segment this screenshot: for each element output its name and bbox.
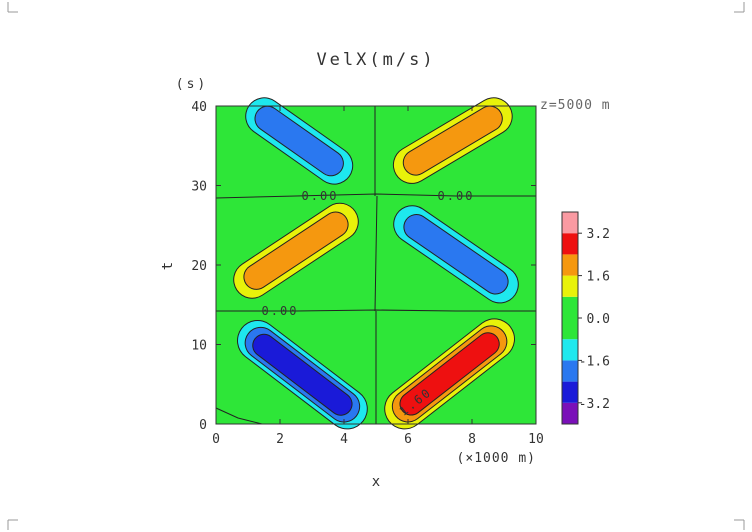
x-axis: 0 2 4 6 8 10 xyxy=(212,106,544,447)
colorbar-swatch xyxy=(562,296,578,318)
zero-contour-vertical xyxy=(374,106,378,424)
chart-title: VelX(m/s) xyxy=(316,50,435,70)
colorbar-tick-label: 1.6 xyxy=(587,270,610,285)
altitude-annotation: z=5000 m xyxy=(540,98,611,113)
contour-band-5 xyxy=(403,106,502,175)
contour-band-2 xyxy=(244,212,348,289)
y-tick-label: 30 xyxy=(191,180,207,195)
colorbar-tick-label: -3.2 xyxy=(579,397,610,412)
zero-contour-upper xyxy=(215,193,536,199)
contour-label: 0.00 xyxy=(438,189,475,203)
y-tick-label: 40 xyxy=(191,100,207,115)
contour-band-3 xyxy=(404,215,508,294)
colorbar-swatch xyxy=(562,212,578,234)
colorbar-tick-label: 3.2 xyxy=(587,227,610,242)
contour-band-0 xyxy=(253,334,352,415)
y-axis: 0 10 20 30 40 xyxy=(191,100,536,433)
plot-area: 0.00 0.000.001.60 xyxy=(215,97,537,430)
contour-band-1 xyxy=(400,333,499,415)
contour-label: 0.00 xyxy=(262,304,299,318)
zero-contour-lines xyxy=(215,106,536,425)
corner-mark-bottom-left xyxy=(7,519,18,530)
y-axis-label: t xyxy=(160,262,176,270)
y-tick-label: 20 xyxy=(191,259,207,274)
colorbar-swatch xyxy=(562,275,578,297)
x-axis-label: x xyxy=(372,474,380,490)
colorbar-swatch xyxy=(562,233,578,255)
colorbar-tick-label: 0.0 xyxy=(587,312,610,327)
corner-mark-top-left xyxy=(7,2,18,13)
x-tick-label: 0 xyxy=(212,432,220,447)
corner-mark-top-right xyxy=(734,2,745,13)
colorbar-swatch xyxy=(562,360,578,382)
colorbar-tick-label: -1.6 xyxy=(579,354,610,369)
y-tick-label: 0 xyxy=(199,418,207,433)
corner-marks xyxy=(7,2,745,530)
x-tick-label: 6 xyxy=(404,432,412,447)
x-unit-label: (×1000 m) xyxy=(457,451,536,466)
colorbar-swatch xyxy=(562,339,578,361)
contour-band-4 xyxy=(255,106,343,176)
colorbar-swatch xyxy=(562,318,578,340)
contour-label: 0.00 xyxy=(302,189,339,203)
contour-features xyxy=(233,97,519,430)
colorbar-swatch xyxy=(562,381,578,403)
zero-contour-middle xyxy=(216,309,536,312)
colorbar-swatch xyxy=(562,254,578,276)
colorbar-swatch xyxy=(562,402,578,424)
x-tick-label: 10 xyxy=(528,432,544,447)
y-unit-label: (s) xyxy=(176,77,208,92)
x-tick-label: 4 xyxy=(340,432,348,447)
x-tick-label: 8 xyxy=(468,432,476,447)
corner-mark-bottom-right xyxy=(734,519,745,530)
y-tick-label: 10 xyxy=(191,339,207,354)
x-tick-label: 2 xyxy=(276,432,284,447)
colorbar: 3.2 1.6 0.0 -1.6 -3.2 xyxy=(561,211,610,425)
zero-contour-corner xyxy=(215,407,263,425)
